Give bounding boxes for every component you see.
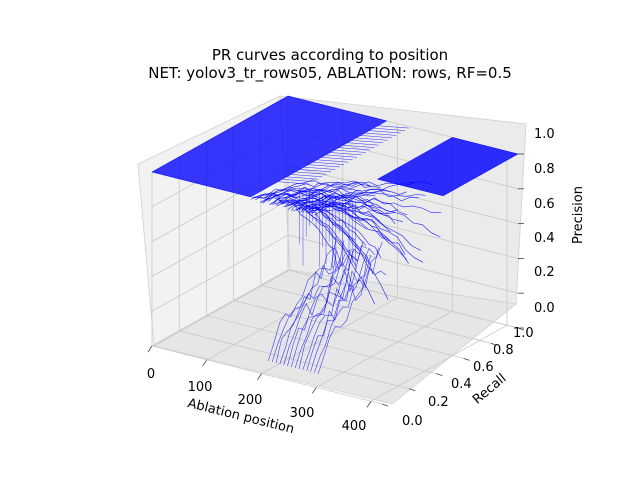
plateau-fringe — [277, 181, 310, 185]
pr-curve-tail — [279, 249, 349, 365]
z-tick-label-5: 1.0 — [534, 127, 555, 142]
y-tick-mark — [436, 373, 443, 376]
pr-curve — [259, 182, 390, 203]
plateau-fringe — [351, 140, 384, 143]
pr-curve — [262, 192, 368, 230]
x-tick-mark — [147, 345, 153, 353]
x-tick-label-4: 400 — [342, 419, 367, 434]
y-axis-label: Recall — [470, 371, 509, 407]
plateau-fringe — [329, 152, 362, 156]
pr-curve-tail — [287, 250, 356, 367]
y-tick-label-5: 1.0 — [513, 326, 534, 341]
pr-curve-tail — [283, 249, 352, 366]
y-tick-label-1: 0.2 — [428, 395, 449, 410]
pr-curve-tail — [314, 242, 383, 373]
pr-curve — [287, 194, 408, 216]
pr-curve-tail — [317, 267, 387, 374]
y-tick-label-4: 0.8 — [493, 343, 514, 358]
pr-curve — [297, 191, 419, 211]
plateau-fringe — [299, 169, 332, 173]
pr-curve — [272, 182, 372, 206]
pr-curve — [270, 181, 381, 205]
grid-line-y — [205, 141, 437, 374]
surface-marks — [151, 95, 519, 374]
z-axis-label: Precision — [571, 186, 586, 244]
pr-curve-tail — [310, 247, 379, 372]
pr-curve-tail — [306, 247, 375, 371]
pr-curve — [313, 202, 441, 238]
y-tick-label-2: 0.4 — [451, 377, 472, 392]
plateau-fringe — [295, 171, 327, 175]
plateau-fringe — [377, 125, 410, 129]
tick-marks — [147, 153, 525, 408]
z-tick-label-0: 0.0 — [534, 301, 555, 316]
x-tick-mark — [311, 387, 317, 394]
x-tick-mark — [257, 373, 262, 380]
plateau-fringe — [360, 135, 392, 139]
plateau-fringe — [325, 154, 358, 158]
pr-curve — [303, 203, 424, 263]
pr-curve-tail — [302, 254, 372, 370]
chart-title: PR curves according to position — [212, 46, 448, 64]
pr-curve — [291, 194, 398, 213]
x-tick-mark — [366, 401, 372, 408]
plateau-fringe — [312, 161, 345, 165]
y-tick-label-3: 0.6 — [473, 360, 494, 375]
plateau-fringe — [290, 174, 323, 178]
x-tick-label-1: 100 — [188, 380, 213, 395]
plateau-fringe — [338, 147, 371, 151]
pr-curve — [278, 201, 376, 305]
z-tick-label-3: 0.6 — [534, 197, 555, 212]
plateau-fringe — [286, 176, 318, 180]
pr-curve — [314, 207, 406, 255]
plateau-fringe — [343, 144, 375, 148]
pr-curve — [311, 181, 433, 214]
plateau-fringe — [369, 130, 401, 134]
y-tick-label-0: 0.0 — [402, 414, 423, 429]
plateau-fringe — [373, 127, 406, 131]
pr-curve-tail — [294, 241, 364, 368]
z-tick-label-1: 0.2 — [534, 265, 555, 280]
plateau-fringe — [364, 132, 397, 136]
y-tick-mark — [490, 342, 497, 346]
chart-subtitle: NET: yolov3_tr_rows05, ABLATION: rows, R… — [148, 64, 512, 83]
plateau-fringe — [282, 178, 314, 182]
z-tick-label-4: 0.8 — [534, 162, 555, 177]
plateau-fringe — [347, 142, 379, 146]
grid-line-y — [178, 156, 410, 390]
plateau-fringe — [321, 157, 353, 161]
y-tick-mark — [409, 388, 416, 392]
y-tick-mark — [463, 358, 470, 361]
x-tick-label-3: 300 — [290, 406, 315, 421]
plateau-fringe — [334, 149, 366, 153]
pr-curve — [308, 196, 442, 213]
z-tick-label-2: 0.4 — [534, 231, 555, 246]
y-tick-mark — [381, 403, 389, 407]
x-tick-mark — [202, 359, 208, 367]
pr-curve — [292, 198, 421, 251]
x-tick-label-0: 0 — [147, 367, 155, 382]
pr-curve — [286, 181, 415, 207]
plateau-fringe — [356, 137, 388, 141]
pr-curve — [309, 203, 396, 225]
plateau-fringe — [303, 166, 336, 170]
x-tick-label-2: 200 — [238, 393, 263, 408]
plateau-left — [151, 95, 388, 198]
plateau-fringe — [308, 164, 340, 168]
plateau-fringe — [316, 159, 349, 163]
pr-curve — [266, 187, 396, 213]
